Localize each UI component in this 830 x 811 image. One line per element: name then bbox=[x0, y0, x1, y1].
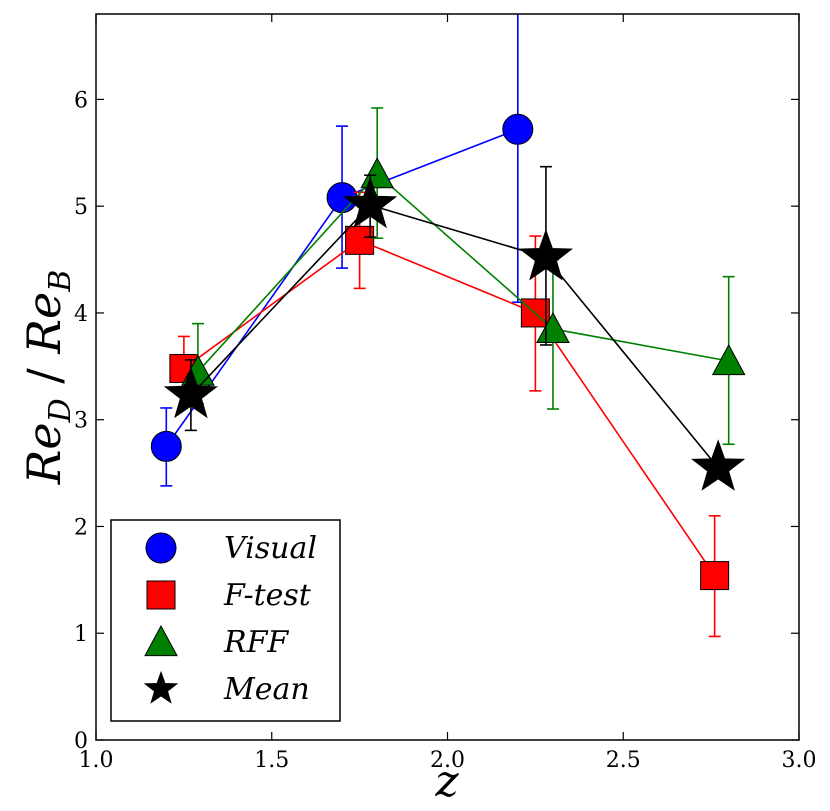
legend-marker-f-test bbox=[146, 580, 176, 610]
legend-label-f-test: F-test bbox=[223, 578, 312, 613]
y-label-numerator: Re bbox=[17, 422, 71, 485]
series-mean bbox=[163, 165, 746, 491]
data-point-rff bbox=[711, 343, 746, 376]
data-point-mean bbox=[691, 439, 746, 491]
legend-entry-visual: Visual bbox=[145, 531, 317, 566]
y-tick-label: 3 bbox=[74, 409, 88, 434]
y-tick-label: 4 bbox=[74, 302, 88, 327]
x-tick-label: 1.0 bbox=[79, 748, 114, 773]
legend-marker-rff bbox=[144, 624, 178, 657]
x-axis-label: z bbox=[434, 756, 459, 807]
legend-marker-mean bbox=[143, 670, 179, 704]
y-label-denominator-sub: B bbox=[43, 270, 78, 293]
legend-entry-mean: Mean bbox=[143, 670, 310, 707]
legend-entry-rff: RFF bbox=[144, 624, 289, 660]
data-point-f-test bbox=[700, 561, 730, 591]
y-tick-label: 2 bbox=[74, 515, 88, 540]
y-tick-label: 1 bbox=[74, 622, 88, 647]
data-point-mean bbox=[343, 176, 398, 229]
legend-label-mean: Mean bbox=[223, 672, 310, 707]
series-layer bbox=[150, 14, 746, 638]
legend-label-rff: RFF bbox=[223, 625, 289, 660]
data-point-mean bbox=[518, 228, 574, 281]
data-point-rff bbox=[536, 311, 570, 344]
x-tick-label: 2.5 bbox=[606, 748, 641, 773]
data-point-mean bbox=[163, 366, 219, 419]
series-line-mean bbox=[190, 204, 719, 469]
series-line-f-test bbox=[183, 239, 716, 577]
x-tick-label: 1.5 bbox=[254, 748, 289, 773]
y-tick-label: 0 bbox=[74, 729, 88, 754]
data-point-visual bbox=[502, 113, 534, 145]
series-line-rff bbox=[197, 173, 729, 373]
y-tick-label: 6 bbox=[74, 88, 88, 113]
ticks-layer: 1.0 1.5 2.0 2.5 3.0 0 1 2 3 4 5 6 bbox=[74, 14, 817, 773]
x-tick-label: 2.0 bbox=[430, 748, 465, 773]
legend: Visual F-test RFF Mean bbox=[110, 519, 341, 722]
data-point-visual bbox=[150, 430, 182, 462]
y-axis-label: ReD / ReB bbox=[17, 270, 78, 486]
x-tick-label: 3.0 bbox=[782, 748, 817, 773]
y-tick-label: 5 bbox=[74, 195, 88, 220]
y-label-numerator-sub: D bbox=[43, 398, 78, 423]
y-label-separator: / bbox=[17, 354, 71, 399]
data-point-f-test bbox=[345, 225, 375, 255]
legend-entries: Visual F-test RFF Mean bbox=[143, 531, 317, 707]
legend-label-visual: Visual bbox=[224, 531, 317, 566]
y-label-denominator: Re bbox=[17, 292, 71, 355]
legend-marker-visual bbox=[145, 532, 177, 564]
legend-entry-f-test: F-test bbox=[146, 578, 312, 613]
